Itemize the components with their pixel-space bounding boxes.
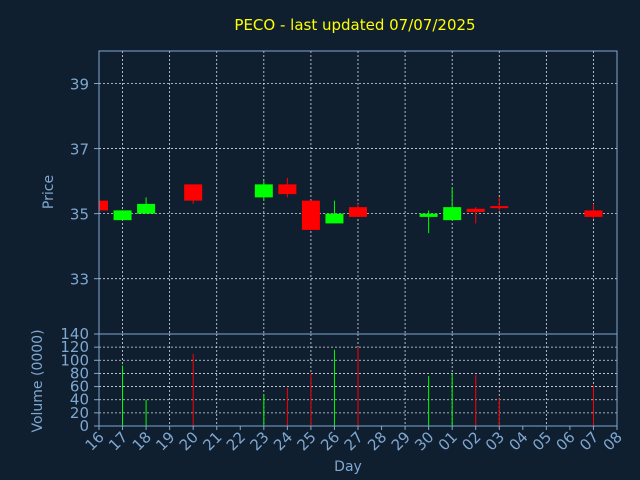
candle-body <box>254 184 273 198</box>
x-tick-label: 08 <box>600 428 626 454</box>
x-tick-label: 28 <box>364 428 390 454</box>
candle-body <box>184 184 203 201</box>
candle-body <box>419 213 438 217</box>
x-tick-label: 02 <box>458 428 484 454</box>
x-tick-label: 01 <box>435 428 461 454</box>
volume-tick-label: 80 <box>70 364 89 382</box>
candle-body <box>137 203 156 214</box>
price-axis-label: Price <box>41 175 57 209</box>
x-tick-label: 17 <box>105 428 131 454</box>
x-tick-label: 26 <box>317 428 343 454</box>
volume-axis-label: Volume (0000) <box>30 329 46 432</box>
x-tick-label: 24 <box>270 428 296 454</box>
price-tick-label: 37 <box>70 141 89 159</box>
volume-tick-label: 60 <box>70 378 89 396</box>
chart-title: PECO - last updated 07/07/2025 <box>234 16 475 34</box>
x-tick-label: 19 <box>152 428 178 454</box>
volume-tick-label: 20 <box>70 404 89 422</box>
volume-tick-label: 120 <box>60 338 89 356</box>
price-tick-label: 35 <box>70 206 89 224</box>
x-tick-label: 20 <box>176 428 202 454</box>
candle-body <box>278 184 297 195</box>
x-tick-label: 03 <box>482 428 508 454</box>
candle-body <box>99 200 108 211</box>
volume-tick-label: 40 <box>70 391 89 409</box>
candle-body <box>325 213 344 224</box>
x-tick-label: 06 <box>553 428 579 454</box>
candle-body <box>584 210 603 217</box>
candle-body <box>301 200 320 230</box>
x-tick-label: 22 <box>223 428 249 454</box>
candle-body <box>466 208 485 213</box>
volume-panel-frame <box>98 333 618 427</box>
price-tick-label: 33 <box>70 271 89 289</box>
x-tick-label: 04 <box>505 428 531 454</box>
candle-body <box>443 207 462 221</box>
x-axis-label: Day <box>334 459 362 475</box>
volume-tick-label: 100 <box>60 351 89 369</box>
volume-tick-label: 140 <box>60 325 89 343</box>
x-tick-label: 05 <box>529 428 555 454</box>
x-tick-label: 29 <box>388 428 414 454</box>
volume-tick-label: 0 <box>79 417 89 435</box>
x-tick-label: 07 <box>576 428 602 454</box>
x-tick-label: 18 <box>129 428 155 454</box>
price-tick-label: 39 <box>70 76 89 94</box>
candle-body <box>349 207 367 217</box>
x-tick-label: 30 <box>411 428 437 454</box>
candle-body <box>113 210 132 221</box>
x-tick-label: 21 <box>199 428 225 454</box>
x-tick-label: 25 <box>294 428 320 454</box>
x-tick-label: 23 <box>246 428 272 454</box>
candle-body <box>490 206 509 209</box>
x-tick-label: 27 <box>341 428 367 454</box>
